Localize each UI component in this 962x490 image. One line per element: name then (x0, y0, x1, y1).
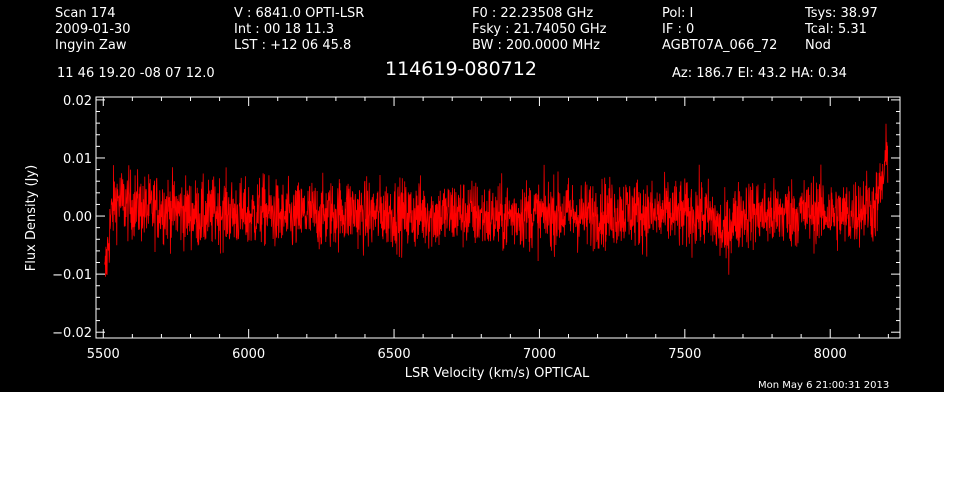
velocity-info: V : 6841.0 OPTI-LSR (234, 6, 365, 21)
spectrum-line (104, 123, 889, 277)
spectrum-chart: 5500 6000 6500 7000 7500 8000 −0.02 −0.01 0.00 0.… (24, 94, 901, 381)
source-coordinates: 11 46 19.20 -08 07 12.0 (57, 66, 215, 81)
polarization: Pol: I (662, 6, 694, 21)
rest-frequency: F0 : 22.23508 GHz (472, 6, 594, 21)
bandwidth: BW : 200.0000 MHz (472, 38, 600, 53)
y-tick-label: 0.01 (63, 152, 92, 167)
source-name: 114619-080712 (385, 58, 537, 80)
x-axis-label: LSR Velocity (km/s) OPTICAL (405, 366, 590, 381)
x-tick-label: 7500 (668, 347, 701, 362)
tsys: Tsys: 38.97 (805, 6, 878, 21)
sky-frequency: Fsky : 21.74050 GHz (472, 22, 607, 37)
x-tick-label: 6500 (378, 347, 411, 362)
y-tick-label: 0.00 (63, 210, 92, 225)
y-tick-label: −0.01 (52, 268, 92, 283)
spectrum-trace (104, 123, 889, 277)
tcal: Tcal: 5.31 (805, 22, 867, 37)
x-tick-label: 8000 (814, 347, 847, 362)
procedure: Nod (805, 38, 831, 53)
plot-axes: 5500 6000 6500 7000 7500 8000 −0.02 −0.01 0.00 0.… (52, 94, 901, 362)
lst-info: LST : +12 06 45.8 (234, 38, 352, 53)
observation-date: 2009-01-30 (55, 22, 131, 37)
if-number: IF : 0 (662, 22, 695, 37)
y-tick-label: 0.02 (63, 94, 92, 109)
y-tick-label: −0.02 (52, 326, 92, 341)
integration-time: Int : 00 18 11.3 (234, 22, 335, 37)
x-tick-label: 6000 (232, 347, 265, 362)
scan-number: Scan 174 (55, 6, 116, 21)
project-id: AGBT07A_066_72 (662, 38, 778, 53)
x-tick-label: 7000 (523, 347, 556, 362)
observer-name: Ingyin Zaw (55, 38, 127, 53)
y-axis-label: Flux Density (Jy) (24, 165, 39, 271)
x-tick-label: 5500 (87, 347, 120, 362)
plot-timestamp: Mon May 6 21:00:31 2013 (758, 380, 890, 391)
plot-frame (95, 96, 901, 339)
az-el-ha: Az: 186.7 El: 43.2 HA: 0.34 (672, 66, 847, 81)
